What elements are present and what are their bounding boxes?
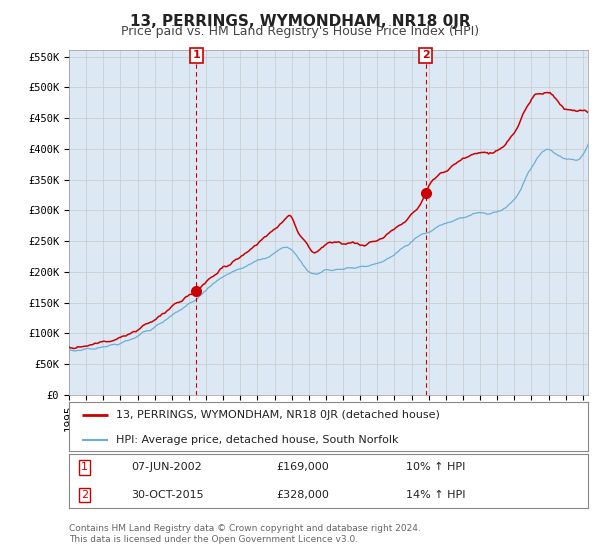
Text: 07-JUN-2002: 07-JUN-2002 (131, 463, 202, 472)
Text: 10% ↑ HPI: 10% ↑ HPI (406, 463, 466, 472)
Text: £169,000: £169,000 (277, 463, 329, 472)
Text: £328,000: £328,000 (277, 490, 329, 500)
Text: 13, PERRINGS, WYMONDHAM, NR18 0JR (detached house): 13, PERRINGS, WYMONDHAM, NR18 0JR (detac… (116, 410, 440, 421)
Text: This data is licensed under the Open Government Licence v3.0.: This data is licensed under the Open Gov… (69, 535, 358, 544)
Text: 14% ↑ HPI: 14% ↑ HPI (406, 490, 466, 500)
Text: 30-OCT-2015: 30-OCT-2015 (131, 490, 204, 500)
Text: Contains HM Land Registry data © Crown copyright and database right 2024.: Contains HM Land Registry data © Crown c… (69, 524, 421, 533)
Text: 2: 2 (81, 490, 88, 500)
Text: 1: 1 (81, 463, 88, 472)
Text: 1: 1 (193, 50, 200, 60)
Text: HPI: Average price, detached house, South Norfolk: HPI: Average price, detached house, Sout… (116, 435, 398, 445)
Text: 13, PERRINGS, WYMONDHAM, NR18 0JR: 13, PERRINGS, WYMONDHAM, NR18 0JR (130, 14, 470, 29)
Text: 2: 2 (422, 50, 430, 60)
Text: Price paid vs. HM Land Registry's House Price Index (HPI): Price paid vs. HM Land Registry's House … (121, 25, 479, 38)
